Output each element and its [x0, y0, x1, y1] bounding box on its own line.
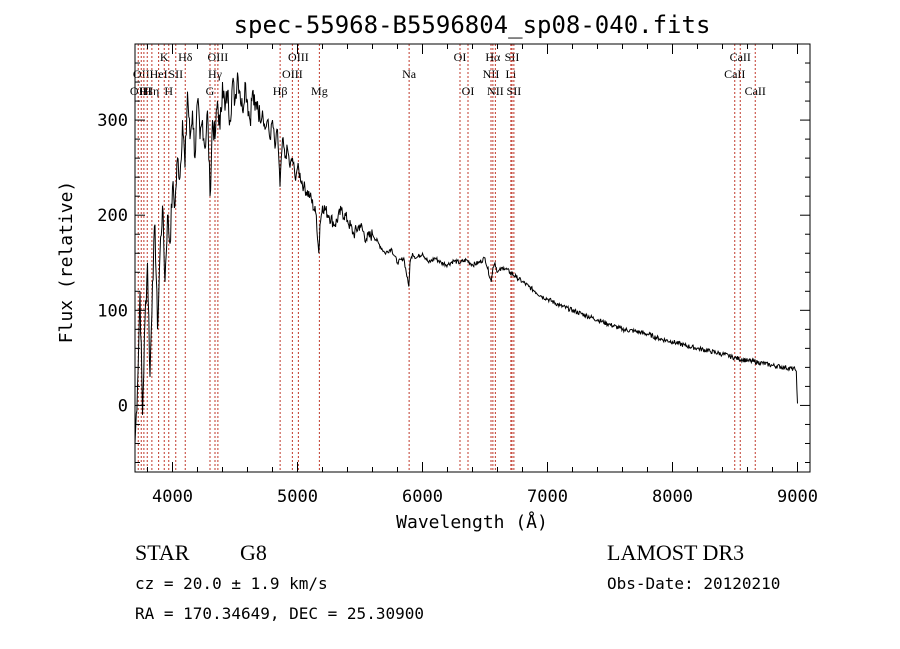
line-marker-label: SII — [168, 67, 183, 81]
x-tick-label: 8000 — [652, 487, 693, 507]
line-marker-label: H — [143, 84, 152, 98]
y-tick-label: 100 — [97, 301, 128, 321]
line-marker-label: H — [140, 84, 149, 98]
line-marker-label: Hδ — [178, 50, 193, 64]
line-marker-label: CaII — [730, 50, 751, 64]
x-tick-label: 9000 — [777, 487, 818, 507]
line-markers: OIIOIIHHHηHeIKHSIIHδGHγOIIIHβOIIIOIIIMgN… — [130, 44, 766, 472]
line-marker-label: CaII — [745, 84, 766, 98]
line-marker-label: Na — [402, 67, 417, 81]
y-tick-label: 300 — [97, 111, 128, 131]
line-marker-label: NII — [483, 67, 500, 81]
line-marker-label: NII — [487, 84, 504, 98]
survey-name: LAMOST DR3 — [607, 540, 744, 565]
x-axis-label: Wavelength (Å) — [396, 511, 548, 533]
line-marker-label: K — [160, 50, 169, 64]
line-marker-label: H — [164, 84, 173, 98]
y-tick-label: 200 — [97, 206, 128, 226]
line-marker-label: Li — [506, 67, 517, 81]
chart-title: spec-55968-B5596804_sp08-040.fits — [234, 11, 711, 39]
observation-date: Obs-Date: 20120210 — [607, 574, 780, 593]
coordinates-readout: RA = 170.34649, DEC = 25.30900 — [135, 604, 424, 623]
line-marker-label: Hβ — [273, 84, 288, 98]
spectrum-line — [135, 72, 798, 444]
line-marker-label: OIII — [208, 50, 229, 64]
x-tick-label: 5000 — [277, 487, 318, 507]
object-class: STAR — [135, 540, 190, 565]
x-tick-label: 4000 — [152, 487, 193, 507]
line-marker-label: OII — [133, 67, 150, 81]
line-marker-label: OIII — [282, 67, 303, 81]
spectrum-series — [135, 72, 798, 444]
line-marker-label: Hη — [144, 84, 159, 98]
line-marker-label: G — [206, 84, 215, 98]
line-marker-label: OIII — [288, 50, 309, 64]
plot-frame — [134, 43, 811, 473]
line-marker-label: OI — [454, 50, 467, 64]
line-marker-label: SII — [507, 84, 522, 98]
y-tick-label: 0 — [118, 396, 128, 416]
line-marker-label: HeI — [150, 67, 168, 81]
line-marker-label: OII — [130, 84, 147, 98]
y-axis: 0 100 200 300 — [97, 62, 810, 463]
line-marker-label: Hγ — [208, 67, 223, 81]
y-axis-label: Flux (relative) — [56, 181, 77, 344]
x-tick-label: 7000 — [527, 487, 568, 507]
line-marker-label: OI — [462, 84, 475, 98]
x-tick-label: 6000 — [402, 487, 443, 507]
x-axis: 4000 5000 6000 7000 8000 9000 — [147, 44, 818, 507]
line-marker-label: SII — [505, 50, 520, 64]
subclass: G8 — [240, 540, 267, 565]
redshift-readout: cz = 20.0 ± 1.9 km/s — [135, 574, 328, 593]
line-marker-label: CaII — [724, 67, 745, 81]
line-marker-label: Mg — [311, 84, 328, 98]
line-marker-label: Hα — [485, 50, 501, 64]
